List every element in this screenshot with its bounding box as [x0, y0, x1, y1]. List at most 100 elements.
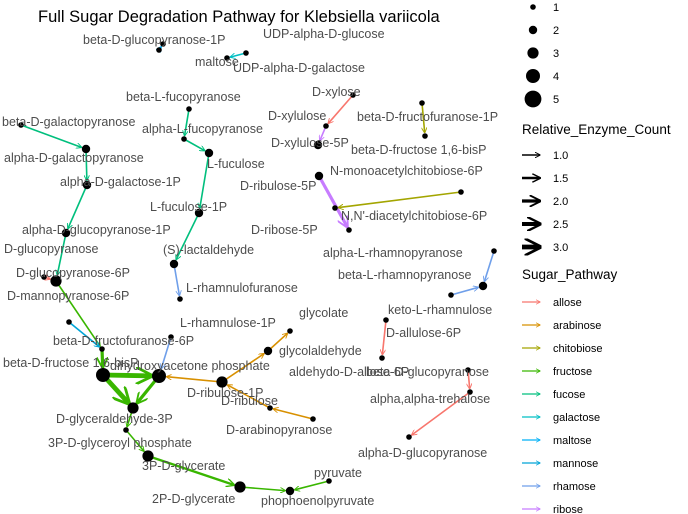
node-dot — [50, 275, 62, 287]
node-label: alpha-D-glucopyranose-1P — [22, 223, 171, 237]
node-dot — [478, 281, 488, 291]
node-label: alpha,alpha-trehalose — [370, 392, 490, 406]
node-dot — [156, 47, 162, 53]
legend-size-label: 4 — [553, 71, 559, 83]
node-dot — [332, 205, 338, 211]
edge-allose — [382, 319, 387, 355]
node-label: dihydroxyacetone phosphate — [110, 359, 270, 373]
node-dot — [467, 389, 473, 395]
edge-arabinose — [227, 385, 271, 409]
node-dot — [81, 144, 91, 154]
legend-size-label: 5 — [553, 94, 559, 106]
node-label: D-allulose-6P — [386, 326, 461, 340]
edge-fucose — [185, 108, 190, 136]
node-dot — [41, 274, 47, 280]
edge-mannose — [68, 321, 99, 347]
node-label: alpha-D-galactopyranose — [4, 151, 144, 165]
edge-rhamose — [484, 250, 495, 281]
node-label: D-glucopyranose — [4, 242, 99, 256]
node-label: maltose — [195, 55, 239, 69]
edge-ribose — [317, 175, 347, 227]
node-label: UDP-alpha-D-glucose — [263, 27, 385, 41]
node-dot — [313, 140, 323, 150]
legend-size-label: 1 — [553, 2, 559, 14]
node-label: L-fuculose-1P — [150, 200, 227, 214]
edge-fucose — [176, 212, 200, 260]
node-label: UDP-alpha-D-galactose — [233, 61, 365, 75]
node-label: beta-L-rhamnopyranose — [338, 268, 471, 282]
edge-fucose — [200, 152, 210, 208]
node-dot — [194, 208, 204, 218]
node-dot — [168, 334, 174, 340]
node-dot — [181, 136, 187, 142]
node-label: pyruvate — [314, 466, 362, 480]
node-label: beta-D-fructofuranose-1P — [357, 110, 498, 124]
edge-layer — [20, 47, 495, 491]
edge-fucose — [183, 138, 205, 151]
node-label: L-rhamnulofuranose — [186, 281, 298, 295]
node-label: 3P-D-glycerate — [142, 459, 225, 473]
node-label: beta-L-fucopyranose — [126, 90, 241, 104]
node-layer — [18, 41, 497, 496]
node-dot — [177, 296, 183, 302]
node-dot — [123, 427, 129, 433]
legend-enzyme-title: Relative_Enzyme_Count — [522, 122, 671, 137]
node-label: D-mannopyranose-6P — [7, 289, 129, 303]
node-dot — [314, 171, 324, 181]
node-dot — [326, 478, 332, 484]
legend-size-label: 2 — [553, 25, 559, 37]
legend-size-dot — [528, 25, 538, 35]
edge-chitobiose — [338, 191, 462, 208]
legend-pathway-label: ribose — [553, 504, 583, 514]
node-dot — [160, 41, 166, 47]
legend-size-dot — [530, 4, 536, 10]
node-label: D-ribulose — [221, 394, 278, 408]
legend-pathway-label: arabinose — [553, 320, 601, 332]
node-dot — [61, 228, 71, 238]
node-label: D-xylose — [312, 85, 361, 99]
node-dot — [224, 55, 230, 61]
node-dot — [263, 346, 273, 356]
node-label: beta-D-fructose 1,6-bisP — [351, 143, 486, 157]
legend-enzyme-label: 2.5 — [553, 219, 568, 231]
node-dot — [285, 486, 295, 496]
node-dot — [458, 189, 464, 195]
node-dot — [267, 405, 273, 411]
node-label: (S)-lactaldehyde — [163, 243, 254, 257]
node-dot — [152, 369, 166, 383]
edge-chitobiose — [421, 102, 425, 133]
node-label: aldehydo-D-allose-6P — [289, 365, 409, 379]
node-label: phophoenolpyruvate — [261, 494, 374, 508]
edge-fucose — [57, 232, 67, 275]
edge-fructose — [295, 480, 330, 490]
node-dot — [96, 368, 110, 382]
legend-pathway-label: chitobiose — [553, 343, 603, 355]
legend-pathway-label: maltose — [553, 435, 592, 447]
node-dot — [216, 376, 228, 388]
legend: 1 2 3 4 5 Relative_Enzyme_Count 1.0 1.5 2.0 2.5 3.… — [522, 2, 671, 514]
node-dot — [186, 106, 192, 112]
node-label: keto-L-rhamnulose — [388, 303, 492, 317]
node-label: L-rhamnulose-1P — [180, 316, 276, 330]
node-dot — [383, 317, 389, 323]
node-label: beta-D-fructose 1,6-bisP — [3, 356, 138, 370]
node-label: 2P-D-glycerate — [152, 492, 235, 506]
node-dot — [99, 346, 105, 352]
node-label: glycolaldehyde — [279, 344, 362, 358]
node-dot — [169, 259, 179, 269]
node-label: beta-D-glucopyranose — [366, 365, 489, 379]
legend-size-dot — [527, 47, 539, 59]
label-layer: beta-D-glucopyranose-1PmaltoseUDP-alpha-… — [2, 27, 498, 508]
node-label: alpha-L-rhamnopyranose — [323, 246, 463, 260]
node-dot — [323, 123, 329, 129]
legend-size-dot — [524, 90, 542, 108]
node-label: beta-D-glucopyranose-1P — [83, 33, 225, 47]
legend-pathway-label: galactose — [553, 412, 600, 424]
node-dot — [243, 50, 249, 56]
edge-fucose — [86, 148, 87, 180]
node-dot — [379, 355, 385, 361]
edge-fucose — [68, 184, 88, 229]
node-label: glycolate — [299, 306, 348, 320]
